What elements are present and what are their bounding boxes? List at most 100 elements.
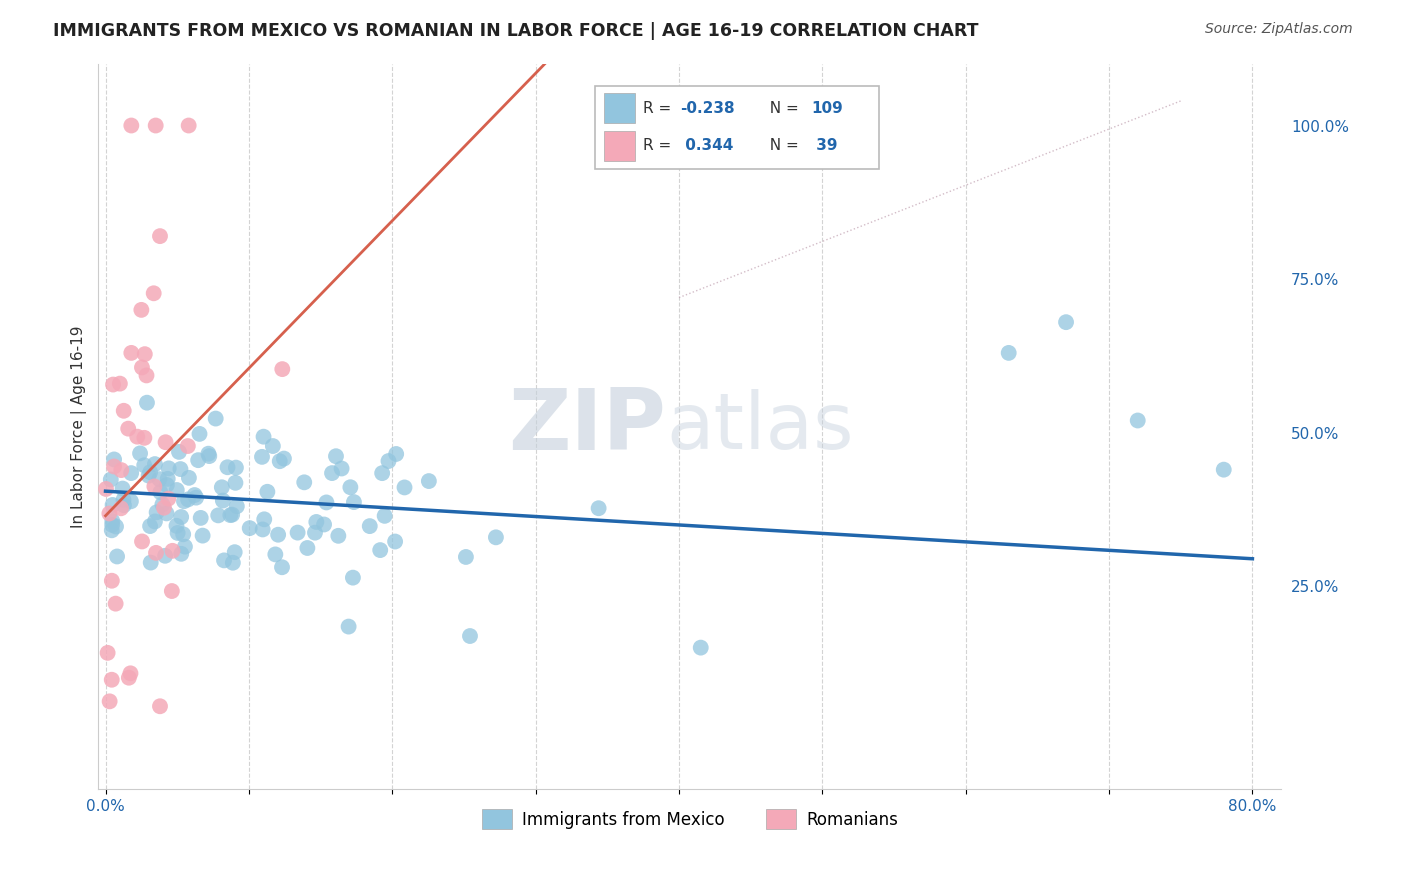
Point [190, 511, 212, 525]
Point [239, 521, 262, 535]
Point [292, 475, 315, 490]
Point [174, 540, 197, 554]
Point [325, 449, 347, 463]
Point [273, 451, 295, 466]
Point [454, 549, 477, 564]
Point [172, 527, 194, 541]
Point [134, 431, 156, 445]
Point [177, 439, 200, 453]
Point [384, 534, 406, 549]
Point [153, 500, 176, 515]
Point [689, 640, 711, 655]
Point [212, 553, 235, 567]
Point [267, 527, 290, 541]
Point [315, 495, 337, 509]
Point [170, 510, 193, 524]
Point [177, 119, 200, 133]
Point [217, 460, 239, 475]
Point [101, 524, 124, 538]
Point [485, 530, 508, 544]
Point [153, 549, 176, 563]
Point [127, 430, 149, 444]
Point [120, 346, 142, 360]
Point [343, 495, 366, 509]
Point [142, 286, 165, 301]
Point [105, 549, 128, 564]
Point [100, 473, 122, 487]
Point [111, 482, 134, 496]
Text: IMMIGRANTS FROM MEXICO VS ROMANIAN IN LABOR FORCE | AGE 16-19 CORRELATION CHART: IMMIGRANTS FROM MEXICO VS ROMANIAN IN LA… [53, 22, 979, 40]
Point [252, 430, 274, 444]
Text: ZIP: ZIP [509, 385, 666, 468]
Point [162, 544, 184, 558]
Point [342, 571, 364, 585]
Point [149, 229, 172, 244]
Point [418, 474, 440, 488]
Point [271, 560, 294, 574]
Point [219, 508, 242, 522]
Point [1212, 463, 1234, 477]
Point [224, 475, 246, 490]
Point [221, 508, 243, 522]
Point [149, 699, 172, 714]
Point [103, 452, 125, 467]
Point [253, 512, 276, 526]
Point [160, 584, 183, 599]
Point [256, 484, 278, 499]
Point [328, 529, 350, 543]
Point [337, 619, 360, 633]
Point [177, 492, 200, 507]
Point [224, 545, 246, 559]
Point [359, 519, 381, 533]
Point [374, 508, 396, 523]
Point [385, 447, 408, 461]
Point [155, 507, 177, 521]
Point [98, 507, 121, 521]
Point [129, 446, 152, 460]
Point [138, 468, 160, 483]
Point [394, 480, 416, 494]
Legend: Immigrants from Mexico, Romanians: Immigrants from Mexico, Romanians [475, 803, 904, 835]
Point [108, 376, 131, 391]
Point [166, 525, 188, 540]
Point [170, 547, 193, 561]
Point [104, 597, 127, 611]
Point [131, 360, 153, 375]
Point [118, 671, 141, 685]
Point [149, 485, 172, 500]
Point [101, 517, 124, 532]
Point [120, 466, 142, 480]
Point [112, 498, 135, 512]
Point [1054, 315, 1077, 329]
Point [252, 523, 274, 537]
Point [191, 528, 214, 542]
Point [120, 119, 142, 133]
Point [100, 673, 122, 687]
Point [110, 501, 132, 516]
Point [183, 488, 205, 502]
Point [177, 471, 200, 485]
Point [110, 463, 132, 477]
Point [173, 494, 195, 508]
Point [269, 454, 291, 468]
Point [225, 500, 247, 514]
Point [134, 458, 156, 473]
Point [101, 514, 124, 528]
Point [287, 525, 309, 540]
Point [112, 492, 135, 507]
Point [157, 491, 180, 506]
Point [167, 445, 190, 459]
Point [120, 666, 142, 681]
Point [131, 302, 153, 317]
Point [112, 404, 135, 418]
Point [212, 493, 235, 508]
Point [156, 472, 179, 486]
Point [271, 362, 294, 376]
Point [312, 517, 335, 532]
Point [377, 454, 399, 468]
Point [131, 534, 153, 549]
Point [458, 629, 481, 643]
Point [143, 457, 166, 471]
Point [101, 498, 124, 512]
Point [198, 449, 221, 463]
